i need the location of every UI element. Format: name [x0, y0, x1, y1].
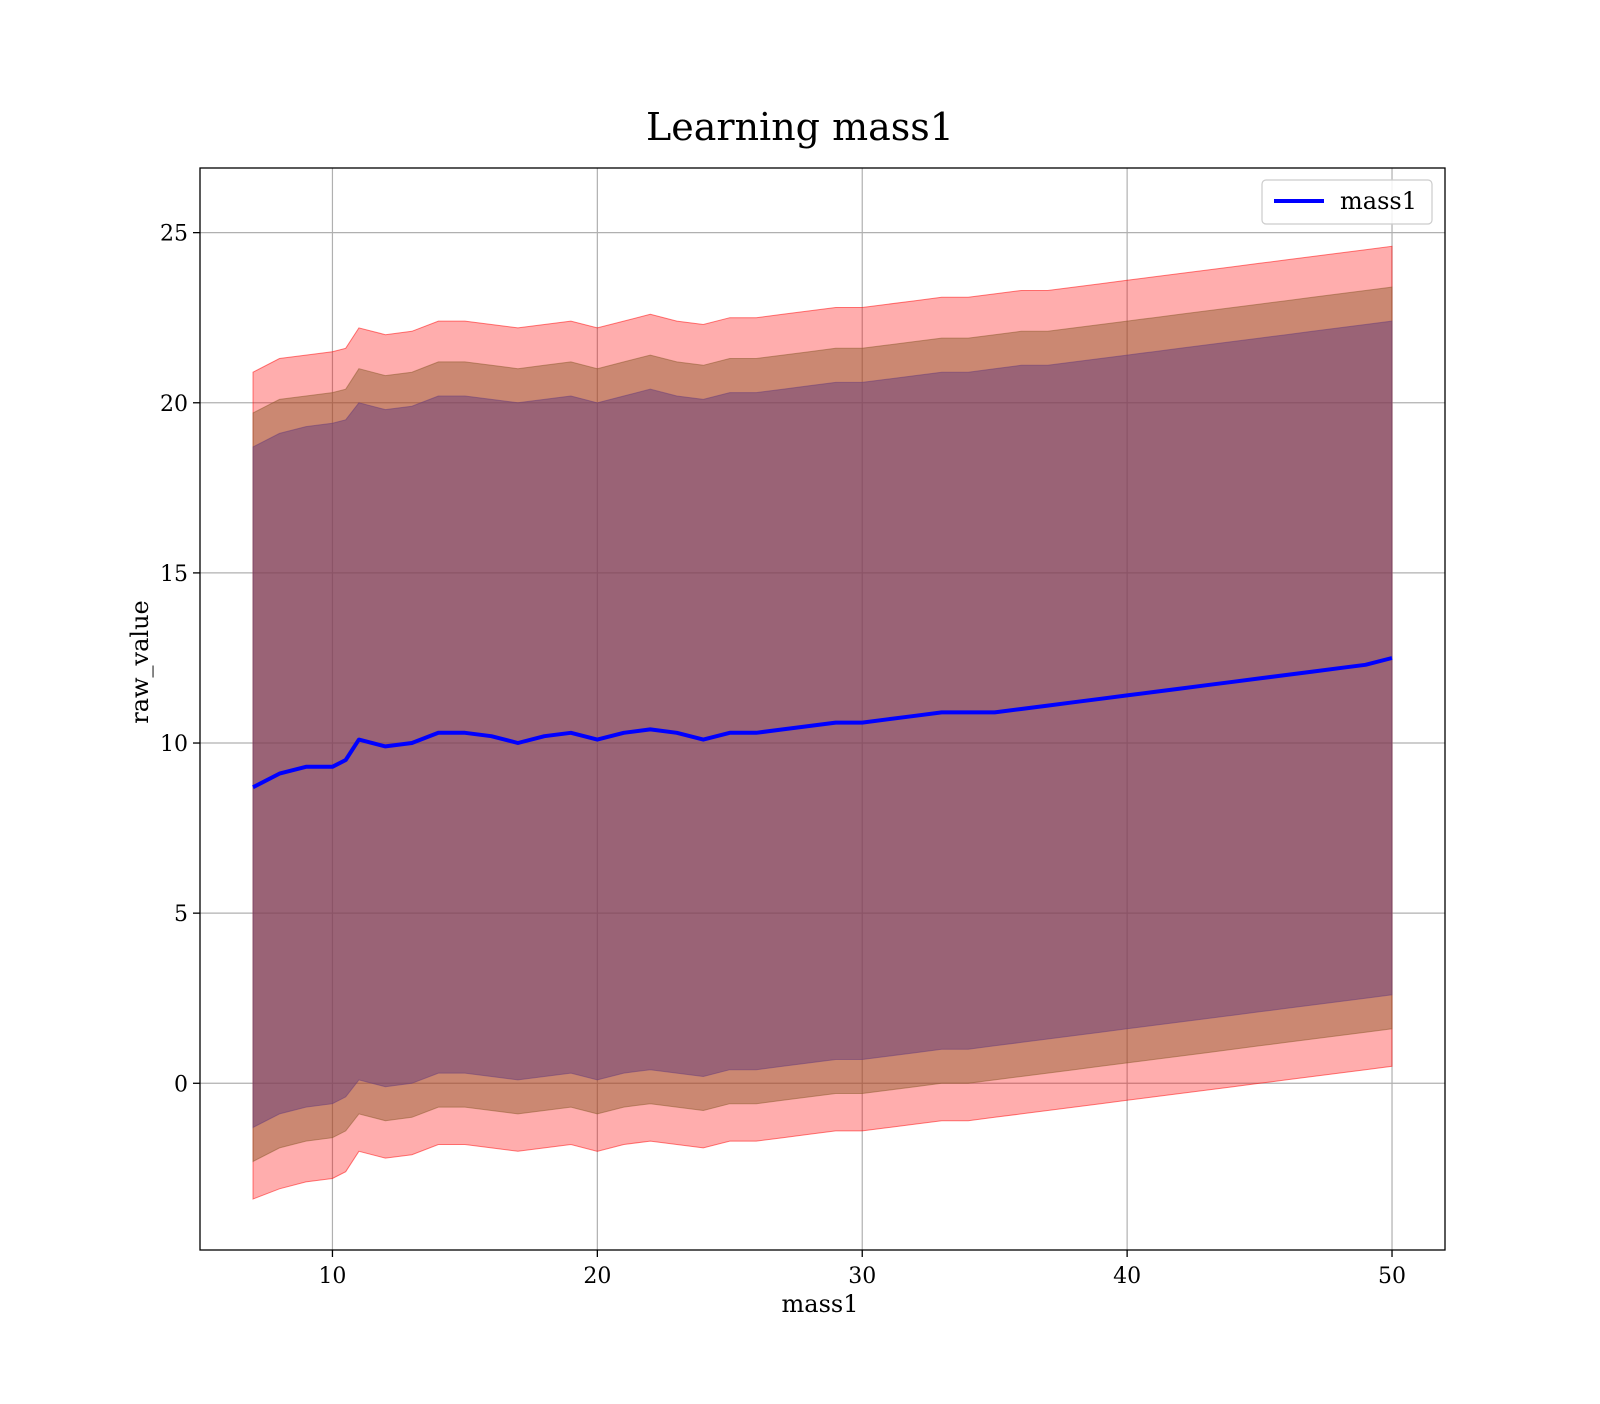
legend-box: [1261, 179, 1433, 225]
chart-title: Learning mass1: [646, 105, 954, 149]
y-tick-label: 20: [160, 392, 188, 417]
x-tick-labels: 10 20 30 40 50: [318, 1264, 1406, 1289]
y-tick-label: 5: [174, 902, 188, 927]
x-tick-label: 50: [1378, 1264, 1406, 1289]
legend: mass1: [1261, 179, 1433, 225]
series-lines: [252, 656, 1393, 790]
y-tick-label: 25: [160, 222, 188, 247]
x-tick-label: 40: [1113, 1264, 1141, 1289]
y-tick-label: 10: [160, 732, 188, 757]
y-tick-label: 15: [160, 562, 188, 587]
x-axis-label: mass1: [782, 1290, 859, 1318]
x-tick-label: 20: [583, 1264, 611, 1289]
axes-frame: [199, 167, 1446, 1251]
series-line-mass1: [252, 656, 1393, 790]
y-axis-label: raw_value: [126, 600, 154, 724]
x-tick-label: 10: [318, 1264, 346, 1289]
x-tick-label: 30: [848, 1264, 876, 1289]
legend-label-mass1: mass1: [1340, 187, 1417, 215]
y-tick-labels: 0 5 10 15 20 25: [160, 222, 188, 1098]
axes: [193, 167, 1446, 1257]
y-tick-label: 0: [174, 1072, 188, 1097]
